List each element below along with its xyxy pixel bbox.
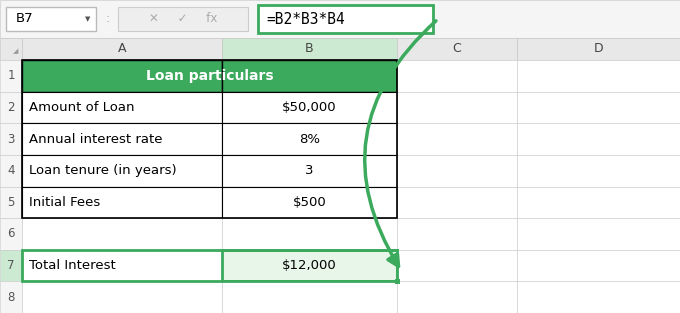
Text: 8%: 8%: [299, 133, 320, 146]
Bar: [0, 218, 22, 250]
Bar: [22, 155, 222, 187]
Bar: [517, 281, 680, 313]
Bar: [222, 250, 397, 281]
Text: Amount of Loan: Amount of Loan: [29, 101, 135, 114]
Text: 5: 5: [7, 196, 15, 209]
Bar: [0, 123, 22, 155]
Text: D: D: [594, 43, 603, 55]
Bar: [394, 279, 400, 284]
Bar: [517, 38, 680, 60]
Text: $50,000: $50,000: [282, 101, 337, 114]
Bar: [397, 250, 517, 281]
Text: ◢: ◢: [13, 48, 18, 54]
Bar: [0, 281, 22, 313]
Bar: [222, 92, 397, 123]
Text: 2: 2: [7, 101, 15, 114]
Bar: [517, 123, 680, 155]
Bar: [397, 187, 517, 218]
Bar: [22, 218, 222, 250]
Text: ▼: ▼: [85, 16, 90, 22]
Bar: [0, 38, 22, 60]
Bar: [0, 0, 680, 38]
Bar: [118, 7, 248, 31]
Bar: [22, 92, 222, 123]
Bar: [397, 92, 517, 123]
Bar: [22, 60, 397, 218]
Text: =B2*B3*B4: =B2*B3*B4: [266, 12, 345, 27]
Text: 4: 4: [7, 164, 15, 177]
Bar: [258, 5, 433, 33]
Bar: [22, 60, 222, 92]
Bar: [0, 92, 22, 123]
Text: 8: 8: [7, 291, 15, 304]
Bar: [22, 38, 222, 60]
Bar: [22, 281, 222, 313]
Bar: [222, 123, 397, 155]
Text: B7: B7: [16, 13, 33, 25]
Text: 1: 1: [7, 69, 15, 82]
Text: Loan tenure (in years): Loan tenure (in years): [29, 164, 177, 177]
Bar: [222, 281, 397, 313]
Bar: [222, 218, 397, 250]
Bar: [0, 250, 22, 281]
Text: 6: 6: [7, 228, 15, 240]
Text: $500: $500: [292, 196, 326, 209]
Bar: [222, 60, 397, 92]
Bar: [397, 281, 517, 313]
Text: B: B: [305, 43, 313, 55]
Bar: [222, 38, 397, 60]
Text: 7: 7: [7, 259, 15, 272]
Bar: [22, 187, 222, 218]
Text: Initial Fees: Initial Fees: [29, 196, 100, 209]
Bar: [222, 155, 397, 187]
Text: 3: 3: [305, 164, 313, 177]
Bar: [0, 155, 22, 187]
Bar: [517, 60, 680, 92]
Bar: [517, 187, 680, 218]
Text: C: C: [453, 43, 461, 55]
Text: Total Interest: Total Interest: [29, 259, 116, 272]
Bar: [397, 38, 517, 60]
Text: $12,000: $12,000: [282, 259, 337, 272]
Text: 3: 3: [7, 133, 15, 146]
Bar: [397, 123, 517, 155]
Bar: [517, 218, 680, 250]
Bar: [397, 155, 517, 187]
Text: A: A: [118, 43, 126, 55]
Bar: [0, 60, 22, 92]
Bar: [397, 60, 517, 92]
Text: Annual interest rate: Annual interest rate: [29, 133, 163, 146]
Bar: [22, 250, 222, 281]
Bar: [6, 7, 96, 31]
Bar: [517, 250, 680, 281]
Bar: [0, 187, 22, 218]
Bar: [397, 218, 517, 250]
Text: ✕     ✓     fx: ✕ ✓ fx: [149, 13, 217, 25]
Bar: [517, 155, 680, 187]
Text: :: :: [106, 13, 110, 25]
Bar: [22, 123, 222, 155]
Bar: [22, 250, 397, 281]
Bar: [517, 92, 680, 123]
Text: Loan particulars: Loan particulars: [146, 69, 273, 83]
Bar: [222, 187, 397, 218]
